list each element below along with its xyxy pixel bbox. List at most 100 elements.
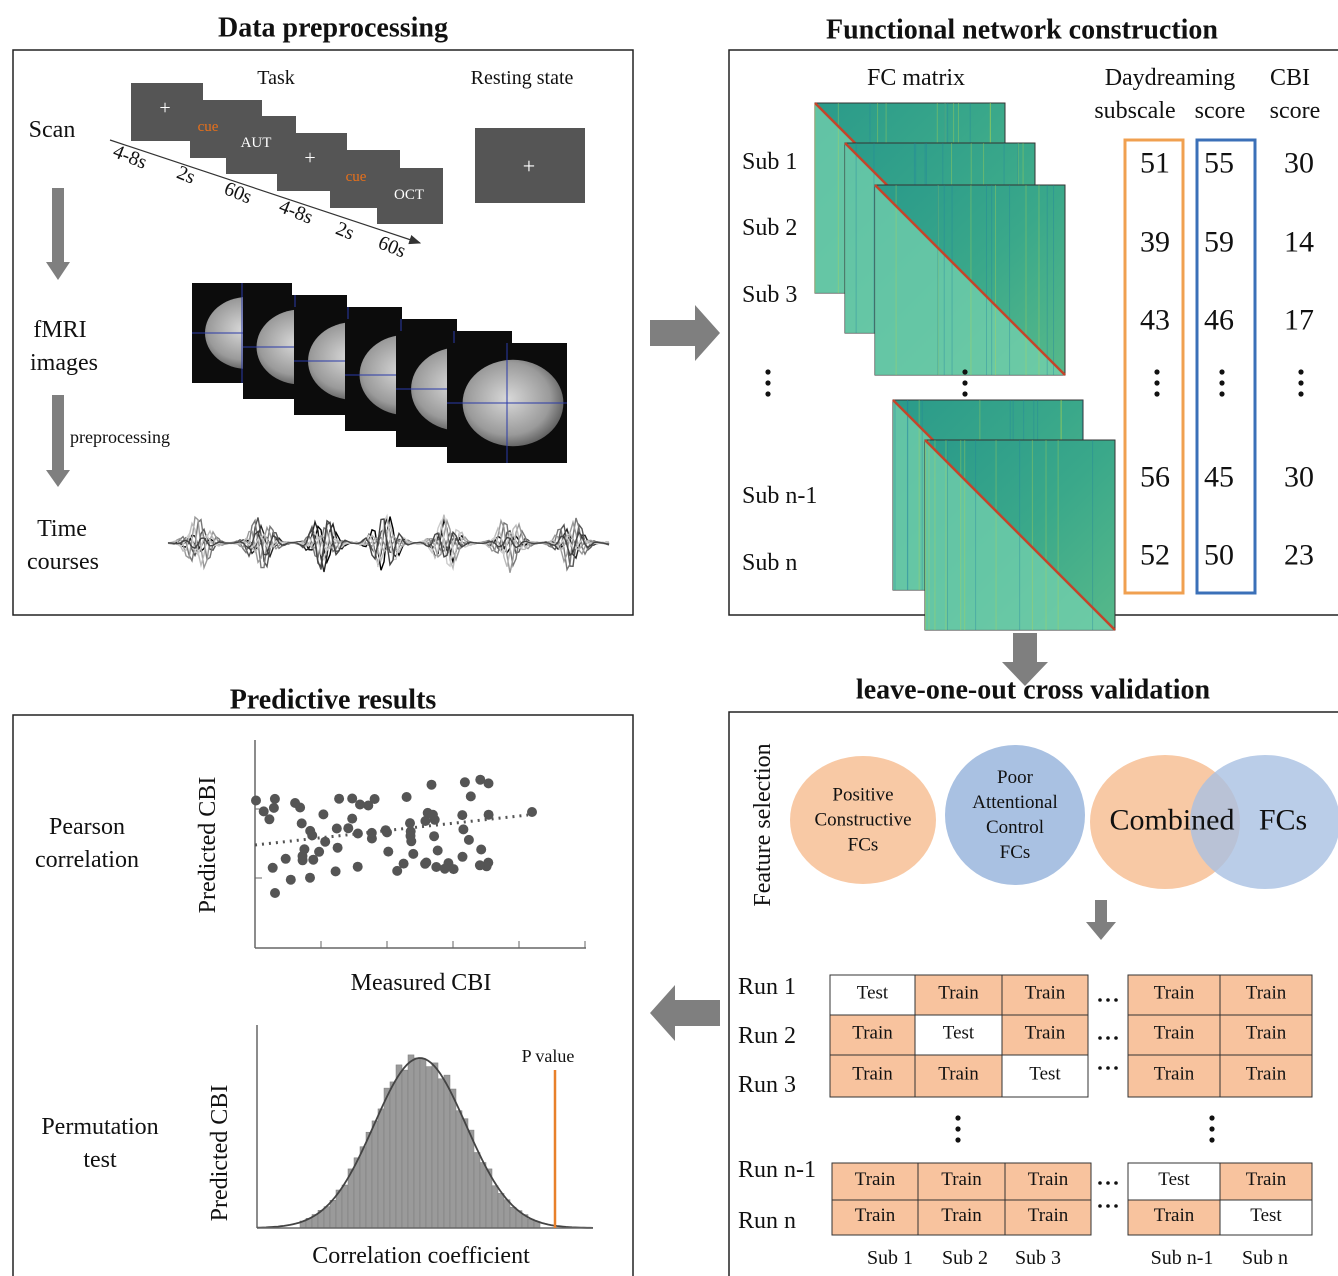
timing-label: 2s (174, 161, 199, 188)
scatter-point (286, 875, 296, 885)
scatter-point (270, 794, 280, 804)
cv-cell-text: Test (1029, 1064, 1061, 1085)
set-label: Poor (997, 767, 1034, 788)
flow-arrow (46, 395, 70, 487)
ellipsis-dot (1219, 369, 1224, 374)
scatter-point (268, 863, 278, 873)
scatter-point (405, 818, 415, 828)
timing-label: 60s (221, 178, 255, 209)
scatter-point (449, 864, 459, 874)
score: 17 (1284, 304, 1314, 337)
scatter-point (264, 814, 274, 824)
set-label: Combined (1110, 804, 1235, 837)
panel-title: Data preprocessing (218, 13, 448, 44)
cv-cell-text: Train (938, 1064, 979, 1085)
hist-bar (462, 1119, 468, 1228)
cv-cell-text: Train (1246, 983, 1287, 1004)
column-header: subscale (1094, 98, 1175, 124)
axis-title: Predicted CBI (195, 777, 221, 914)
scatter-point (406, 836, 416, 846)
flow-arrow (1086, 900, 1116, 940)
label: Resting state (471, 67, 574, 89)
run-label: Run n-1 (738, 1157, 816, 1183)
cv-cell-text: Train (941, 1169, 982, 1190)
ellipsis-dot (765, 369, 770, 374)
run-label: Run 1 (738, 974, 796, 1000)
cv-cell-text: Train (941, 1205, 982, 1226)
hist-bar (360, 1147, 366, 1228)
ellipsis-dot (955, 1115, 960, 1120)
scatter-point (381, 825, 391, 835)
scatter-point (428, 810, 438, 820)
label: Task (257, 67, 294, 89)
cv-cell-text: Train (1154, 1205, 1195, 1226)
slide-text: OCT (394, 187, 424, 203)
ellipsis-dot (765, 380, 770, 385)
subject-label: Sub n-1 (742, 483, 817, 509)
ellipsis-dot (1219, 391, 1224, 396)
label: Time (37, 516, 87, 542)
panel-title: Predictive results (230, 685, 437, 716)
scatter-point (464, 835, 474, 845)
slide-text: cue (346, 169, 367, 185)
label: correlation (35, 847, 139, 873)
score: 46 (1204, 304, 1234, 337)
hist-bar (378, 1109, 384, 1228)
scatter-point (466, 791, 476, 801)
scatter-point (421, 858, 431, 868)
column-header: CBI (1270, 65, 1310, 91)
score: 55 (1204, 147, 1234, 180)
cv-cell-text: Train (1028, 1205, 1069, 1226)
label: Pearson (49, 814, 125, 840)
label: preprocessing (70, 427, 170, 447)
cv-cell-text: Train (1154, 1023, 1195, 1044)
hist-bar (342, 1185, 348, 1228)
scatter-point (318, 809, 328, 819)
score: 50 (1204, 539, 1234, 572)
ellipsis-dot (1114, 1066, 1118, 1070)
ellipsis-dot (1298, 380, 1303, 385)
cv-cell-text: Train (1154, 983, 1195, 1004)
scatter-point (314, 847, 324, 857)
score: 45 (1204, 461, 1234, 494)
ellipsis-dot (955, 1126, 960, 1131)
ellipsis-dot (1298, 391, 1303, 396)
ellipsis-dot (1114, 1036, 1118, 1040)
scatter-point (347, 794, 357, 804)
label: Permutation (41, 1114, 158, 1140)
ellipsis-dot (955, 1137, 960, 1142)
ellipsis-dot (1114, 1181, 1118, 1185)
timing-label: 4-8s (110, 140, 150, 173)
panel-title: Functional network construction (826, 15, 1218, 46)
cv-cell-text: Train (852, 1023, 893, 1044)
scatter-point (458, 852, 468, 862)
run-label: Run 2 (738, 1023, 796, 1049)
scatter-point (297, 818, 307, 828)
scatter-point (331, 866, 341, 876)
hist-bar (366, 1132, 372, 1228)
hist-bar (414, 1058, 420, 1228)
scatter-point (347, 814, 357, 824)
ellipsis-dot (1209, 1126, 1214, 1131)
score: 56 (1140, 461, 1170, 494)
scatter-point (408, 849, 418, 859)
timing-label: 60s (375, 232, 409, 263)
scatter-point (305, 873, 315, 883)
slide-text: + (159, 97, 170, 119)
scatter-point (343, 823, 353, 833)
scatter-point (527, 807, 537, 817)
subject-label: Sub 3 (742, 282, 797, 308)
cv-cell-text: Train (1025, 1023, 1066, 1044)
hist-bar (498, 1193, 504, 1228)
hist-bar (372, 1121, 378, 1228)
ellipsis-dot (1219, 380, 1224, 385)
score: 52 (1140, 539, 1170, 572)
scatter-point (353, 829, 363, 839)
hist-bar (408, 1055, 414, 1228)
scatter-point (334, 794, 344, 804)
set-label: FCs (1259, 804, 1307, 837)
subject-label: Sub 2 (742, 215, 797, 241)
feature-set (945, 745, 1085, 885)
cv-cell-text: Train (1246, 1064, 1287, 1085)
scatter-point (460, 777, 470, 787)
